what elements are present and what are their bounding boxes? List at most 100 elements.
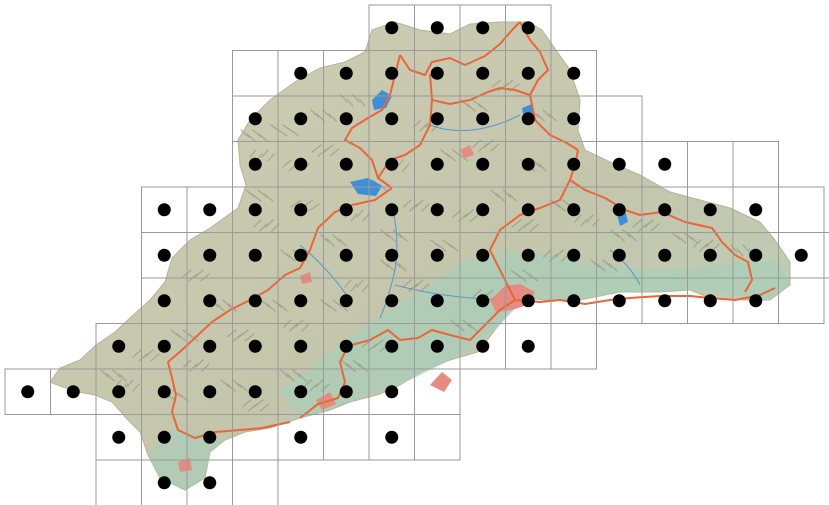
occurrence-dot (203, 385, 217, 399)
relief-stroke (380, 259, 389, 268)
relief-stroke (320, 234, 329, 243)
occurrence-dot (294, 203, 308, 217)
boundary-line (431, 87, 531, 105)
relief-stroke (398, 233, 408, 242)
relief-stroke (490, 189, 499, 198)
relief-stroke (178, 393, 189, 402)
occurrence-dot (430, 294, 444, 308)
relief-stroke (408, 283, 418, 292)
occurrence-dot (294, 385, 308, 399)
relief-stroke (326, 303, 337, 312)
relief-stroke (502, 189, 511, 198)
grid-cell (778, 277, 825, 324)
relief-stroke (415, 199, 424, 208)
relief-stroke (290, 199, 302, 208)
relief-stroke (226, 329, 237, 338)
relief-stroke (356, 209, 364, 218)
occurrence-dot (248, 339, 262, 353)
relief-stroke (511, 219, 522, 228)
grid-cell (778, 186, 825, 233)
occurrence-dot (385, 339, 399, 353)
relief-stroke (529, 223, 540, 232)
occurrence-dot (294, 430, 308, 444)
grid-cell (323, 414, 370, 461)
occurrence-dot (612, 248, 626, 262)
relief-stroke (373, 339, 384, 348)
relief-stroke (188, 333, 199, 342)
relief-stroke (472, 289, 482, 298)
occurrence-dot (476, 157, 490, 171)
relief-stroke (261, 149, 269, 158)
grid-cell (414, 414, 461, 461)
grid-cell (232, 50, 279, 97)
occurrence-dot (294, 66, 308, 80)
relief-stroke (496, 193, 505, 202)
occurrence-dot (476, 294, 490, 308)
occurrence-dot (203, 430, 217, 444)
grid-cell (732, 141, 779, 188)
relief-stroke (112, 369, 121, 378)
relief-stroke (132, 383, 140, 392)
occurrence-dot (248, 385, 262, 399)
occurrence-dot (521, 112, 535, 126)
relief-stroke (470, 213, 480, 222)
relief-stroke (106, 373, 115, 382)
occurrence-dot (794, 248, 808, 262)
occurrence-dot (430, 339, 444, 353)
relief-stroke (332, 234, 341, 243)
relief-stroke (556, 203, 566, 212)
occurrence-dot (294, 157, 308, 171)
occurrence-dot (248, 203, 262, 217)
relief-stroke (260, 299, 270, 308)
relief-stroke (602, 259, 612, 268)
relief-stroke (548, 113, 557, 122)
relief-stroke (688, 235, 699, 244)
occurrence-dot (430, 248, 444, 262)
relief-stroke (350, 213, 358, 222)
relief-stroke (616, 233, 625, 242)
relief-stroke (232, 379, 242, 388)
occurrence-dot (476, 112, 490, 126)
relief-stroke (258, 133, 268, 142)
relief-stroke (323, 144, 334, 153)
relief-stroke (220, 379, 230, 388)
relief-stroke (742, 244, 750, 253)
occurrence-dot (385, 203, 399, 217)
relief-stroke (222, 299, 231, 308)
occurrence-dot (567, 157, 581, 171)
relief-stroke (472, 99, 482, 108)
occurrence-dot (521, 21, 535, 35)
relief-stroke (419, 123, 428, 132)
relief-stroke (326, 238, 335, 247)
relief-stroke (622, 229, 631, 238)
relief-stroke (532, 159, 541, 168)
relief-stroke (216, 303, 225, 312)
occurrence-dot (385, 294, 399, 308)
relief-stroke (132, 349, 142, 358)
occurrence-dot (658, 248, 672, 262)
relief-stroke (693, 239, 702, 248)
relief-stroke (280, 249, 290, 258)
relief-stroke (126, 379, 134, 388)
occurrence-dot (521, 203, 535, 217)
relief-stroke (478, 103, 488, 112)
occurrence-dot (112, 385, 126, 399)
occurrence-dot (703, 203, 717, 217)
relief-stroke (194, 269, 204, 278)
occurrence-dot (385, 248, 399, 262)
relief-stroke (414, 279, 424, 288)
relief-stroke (322, 109, 331, 118)
relief-stroke (446, 153, 457, 162)
relief-stroke (282, 159, 292, 168)
occurrence-dot (203, 339, 217, 353)
occurrence-dot (658, 203, 672, 217)
relief-stroke (542, 109, 551, 118)
occurrence-dot (339, 66, 353, 80)
grid-cell (95, 459, 142, 505)
grid-cell (414, 368, 461, 415)
relief-stroke (608, 263, 618, 272)
relief-stroke (478, 143, 488, 152)
occurrence-dot (567, 294, 581, 308)
relief-stroke (638, 223, 648, 232)
